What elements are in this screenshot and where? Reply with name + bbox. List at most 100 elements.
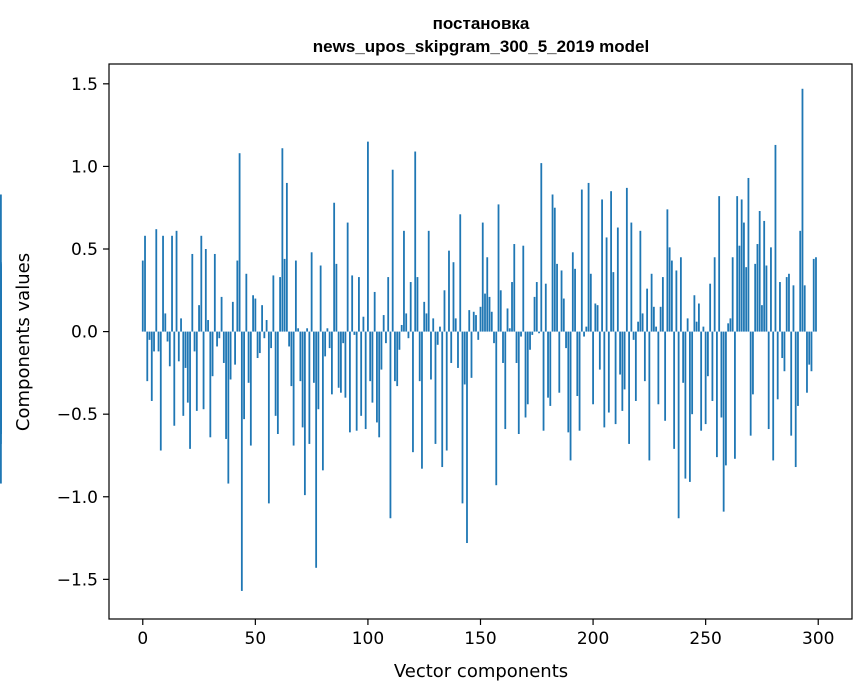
bar: [630, 222, 633, 332]
bar: [752, 331, 754, 395]
bar: [790, 331, 793, 436]
bar: [531, 331, 534, 335]
bar: [718, 196, 721, 332]
bar: [517, 331, 520, 434]
y-tick-label: −1.5: [57, 570, 98, 590]
bar: [731, 257, 734, 332]
bar: [511, 282, 513, 332]
bar: [565, 331, 567, 349]
bar: [416, 277, 419, 332]
bar: [326, 328, 329, 332]
bar: [490, 311, 493, 332]
bar: [808, 331, 811, 365]
bar: [736, 196, 739, 332]
bar: [162, 235, 164, 332]
bar: [310, 252, 313, 332]
bar: [670, 260, 673, 332]
bar: [810, 331, 813, 372]
bar: [236, 260, 239, 332]
bar: [803, 285, 806, 332]
bar: [324, 331, 327, 357]
bar: [774, 144, 777, 332]
bar: [754, 263, 757, 332]
bar: [526, 331, 529, 405]
bar: [297, 328, 300, 332]
bar: [252, 295, 254, 332]
bar: [594, 303, 597, 332]
x-tick-label: 300: [802, 629, 834, 649]
bar: [148, 331, 151, 340]
bar: [758, 211, 761, 332]
bar: [328, 331, 331, 349]
bar: [549, 331, 552, 406]
y-tick-label: 0.0: [71, 323, 98, 343]
y-axis-label: Components values: [13, 253, 34, 431]
bar: [344, 331, 347, 398]
bar: [603, 331, 606, 428]
bar: [335, 263, 338, 332]
bar: [535, 282, 538, 332]
bar: [592, 331, 594, 405]
bar: [641, 313, 644, 332]
bar: [666, 209, 669, 332]
bar: [155, 229, 158, 332]
bar: [249, 331, 252, 446]
bar: [441, 331, 444, 468]
bar: [686, 318, 689, 332]
bar: [779, 282, 781, 332]
bar: [729, 318, 732, 332]
bar: [229, 331, 232, 380]
bar: [274, 331, 277, 416]
bar: [407, 331, 410, 339]
x-tick-label: 100: [352, 629, 384, 649]
bar: [0, 331, 2, 434]
bar: [376, 331, 378, 423]
bar: [222, 331, 225, 363]
bar: [722, 331, 725, 512]
bar: [337, 331, 340, 388]
bar: [648, 331, 651, 461]
bar: [414, 151, 417, 332]
bar: [695, 321, 698, 332]
bar: [763, 220, 766, 332]
bar: [601, 199, 603, 332]
bar: [585, 326, 588, 332]
bar: [499, 290, 502, 332]
bar: [704, 331, 707, 425]
bar: [463, 331, 466, 385]
bar: [472, 311, 475, 332]
bar: [283, 258, 286, 332]
bar: [423, 301, 426, 332]
bar: [358, 277, 360, 332]
bar: [544, 283, 547, 332]
bar: [569, 331, 572, 461]
bar: [378, 331, 381, 438]
bar: [272, 275, 275, 332]
bar: [186, 331, 189, 403]
bar: [362, 316, 365, 332]
bar: [720, 331, 723, 418]
bar: [382, 315, 385, 332]
bar: [646, 288, 649, 332]
bar: [702, 326, 705, 332]
bar: [346, 222, 349, 332]
bar: [461, 331, 464, 504]
bar: [245, 273, 248, 332]
bar: [520, 331, 522, 337]
bar: [331, 331, 333, 395]
bar: [342, 331, 345, 344]
bar: [713, 257, 716, 332]
bar: [508, 328, 511, 332]
bar: [475, 315, 477, 332]
bar: [157, 331, 160, 352]
bar: [716, 331, 718, 458]
bar: [146, 331, 149, 382]
bar: [141, 260, 144, 332]
bar: [673, 331, 676, 449]
bar: [587, 182, 590, 332]
bar: [159, 331, 162, 451]
bar: [243, 331, 245, 420]
bar: [200, 235, 203, 332]
bar: [684, 331, 687, 479]
y-tick-label: 1.0: [71, 157, 98, 177]
